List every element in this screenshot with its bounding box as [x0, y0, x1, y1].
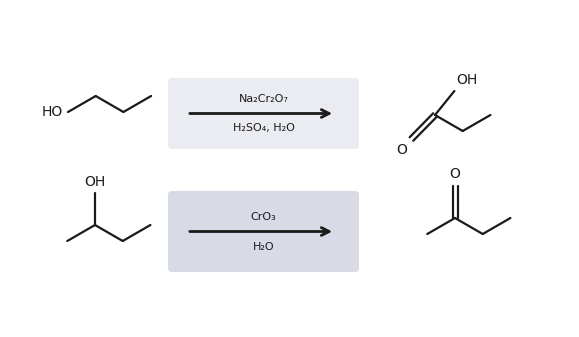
Text: H₂SO₄, H₂O: H₂SO₄, H₂O — [233, 123, 295, 133]
Text: O: O — [449, 167, 460, 181]
Text: OH: OH — [85, 175, 105, 189]
Text: O: O — [397, 143, 408, 157]
FancyBboxPatch shape — [168, 78, 359, 149]
Text: H₂O: H₂O — [252, 242, 274, 251]
Text: CrO₃: CrO₃ — [251, 212, 276, 221]
Text: Na₂Cr₂O₇: Na₂Cr₂O₇ — [239, 93, 288, 103]
Text: HO: HO — [41, 105, 63, 119]
FancyBboxPatch shape — [168, 191, 359, 272]
Text: OH: OH — [456, 73, 478, 87]
